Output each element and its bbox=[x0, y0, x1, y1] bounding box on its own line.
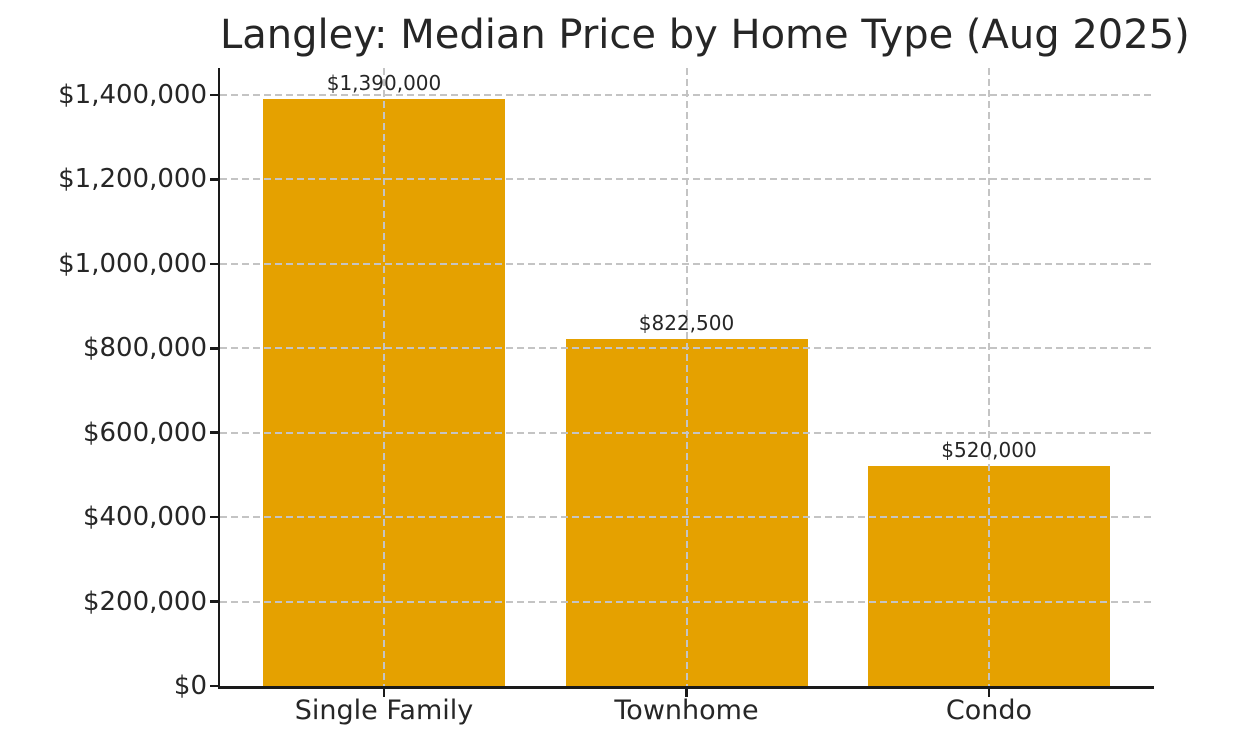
y-tick bbox=[210, 178, 218, 181]
plot-area: $1,390,000 $822,500 $520,000 bbox=[220, 68, 1153, 686]
y-tick-label: $200,000 bbox=[82, 586, 207, 617]
chart-title: Langley: Median Price by Home Type (Aug … bbox=[220, 12, 1190, 58]
bar-value-label: $520,000 bbox=[941, 438, 1037, 462]
y-tick-label: $1,400,000 bbox=[58, 80, 207, 110]
y-tick bbox=[210, 431, 218, 434]
y-tick-label: $800,000 bbox=[82, 333, 207, 364]
y-tick bbox=[210, 262, 218, 266]
bar-value-label: $1,390,000 bbox=[326, 71, 442, 95]
y-tick-label: $1,000,000 bbox=[58, 248, 207, 279]
x-tick bbox=[382, 689, 386, 697]
x-tick-label-townhome: Townhome bbox=[614, 695, 759, 726]
x-axis-spine bbox=[217, 686, 1154, 689]
gridline-horizontal bbox=[220, 431, 1153, 434]
y-tick bbox=[210, 684, 218, 688]
y-tick-label: $1,200,000 bbox=[58, 164, 207, 195]
gridline-horizontal bbox=[220, 178, 1153, 181]
y-tick-label: $0 bbox=[173, 671, 207, 701]
y-axis-spine bbox=[217, 68, 220, 689]
gridline-horizontal bbox=[220, 347, 1153, 350]
gridline-horizontal bbox=[220, 262, 1153, 265]
x-tick-label-condo: Condo bbox=[945, 695, 1033, 726]
x-tick-label-single-family: Single Family bbox=[294, 695, 474, 726]
y-tick bbox=[210, 93, 218, 97]
gridline-horizontal bbox=[220, 516, 1153, 519]
x-tick bbox=[685, 689, 688, 697]
y-tick-label: $400,000 bbox=[82, 502, 207, 533]
y-tick bbox=[210, 600, 218, 603]
gridline-vertical bbox=[685, 68, 688, 686]
y-tick-label: $600,000 bbox=[82, 417, 207, 448]
bar-value-label: $822,500 bbox=[638, 311, 735, 335]
gridline-horizontal bbox=[220, 94, 1153, 96]
gridline-horizontal bbox=[220, 600, 1153, 603]
y-tick bbox=[210, 347, 218, 350]
x-tick bbox=[987, 689, 991, 697]
gridline-vertical bbox=[383, 68, 385, 686]
gridline-vertical bbox=[988, 68, 990, 686]
y-tick bbox=[210, 515, 218, 519]
